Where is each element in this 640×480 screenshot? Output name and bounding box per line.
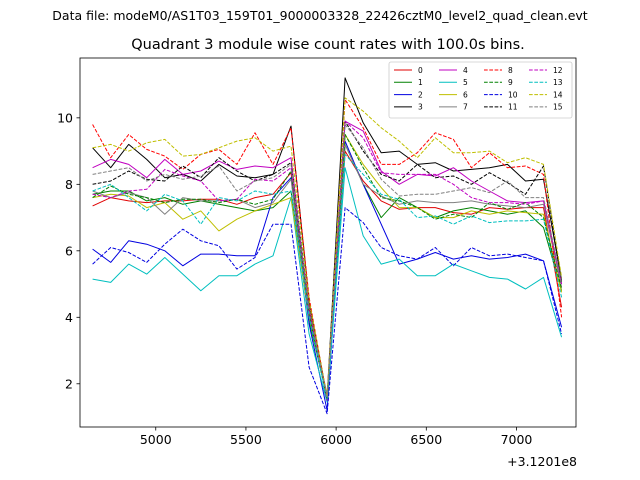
x-tick-label: 6000	[320, 432, 352, 447]
legend-label-8: 8	[508, 66, 513, 75]
series-line-13	[92, 153, 563, 400]
legend-label-1: 1	[418, 78, 423, 87]
legend-label-9: 9	[508, 78, 513, 87]
x-tick-label: 5500	[230, 432, 262, 447]
legend-label-13: 13	[553, 78, 563, 87]
series-lines	[92, 77, 563, 415]
legend-label-4: 4	[463, 66, 468, 75]
legend-label-6: 6	[463, 90, 468, 99]
x-tick-label: 5000	[140, 432, 172, 447]
axis-ticks: 5000 5500 6000 6500 7000 2 4 6 8 10	[57, 110, 532, 447]
figure-suptitle: Data file: modeM0/AS1T03_159T01_90000033…	[52, 8, 587, 23]
x-axis-offset-label: +3.1201e8	[507, 454, 577, 469]
y-tick-label: 4	[65, 310, 73, 325]
x-tick-label: 7000	[501, 432, 533, 447]
legend-label-12: 12	[553, 66, 563, 75]
series-line-14	[92, 97, 563, 398]
series-line-10	[92, 207, 563, 415]
legend-label-3: 3	[418, 103, 423, 112]
y-tick-label: 6	[65, 243, 73, 258]
legend-box	[388, 61, 573, 119]
legend-label-14: 14	[553, 90, 563, 99]
y-tick-label: 8	[65, 177, 73, 192]
legend-label-10: 10	[508, 90, 518, 99]
axes-frame	[79, 57, 577, 428]
legend-label-7: 7	[463, 103, 468, 112]
legend-label-5: 5	[463, 78, 468, 87]
legend-label-11: 11	[508, 103, 518, 112]
legend-label-0: 0	[418, 66, 423, 75]
x-tick-label: 6500	[410, 432, 442, 447]
series-line-11	[92, 120, 563, 400]
series-line-5	[92, 167, 563, 403]
series-line-15	[92, 124, 563, 398]
chart-title: Quadrant 3 module wise count rates with …	[131, 37, 525, 53]
legend-label-2: 2	[418, 90, 423, 99]
y-tick-label: 10	[57, 110, 73, 125]
y-tick-label: 2	[65, 376, 73, 391]
series-line-12	[92, 120, 563, 401]
legend-label-15: 15	[553, 103, 563, 112]
